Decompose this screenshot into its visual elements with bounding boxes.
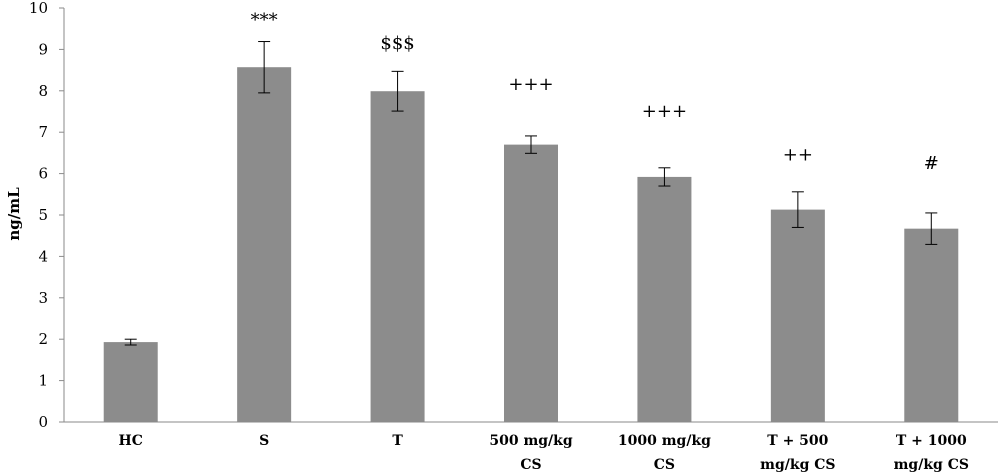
annotation-1: *** xyxy=(251,10,278,31)
error-bar-6 xyxy=(925,212,938,245)
y-tick-label-4: 4 xyxy=(38,247,48,265)
y-axis-label: ng/mL xyxy=(5,187,23,241)
y-tick-label-2: 2 xyxy=(38,330,48,348)
y-tick-label-10: 10 xyxy=(29,0,48,17)
category-label-4: 1000 mg/kg CS xyxy=(618,433,711,473)
annotation-3: +++ xyxy=(508,74,553,95)
y-tick-label-8: 8 xyxy=(38,82,48,100)
category-label-0: HC xyxy=(119,433,143,449)
bar-6 xyxy=(904,228,959,422)
bar-5 xyxy=(770,209,825,422)
y-axis-ticks: 0 1 2 3 4 5 6 7 8 9 10 xyxy=(29,0,64,431)
annotation-6: # xyxy=(924,153,939,174)
bars xyxy=(103,67,959,423)
category-label-3: 500 mg/kg CS xyxy=(489,433,573,473)
category-label-6: T + 1000 mg/kg CS xyxy=(894,433,969,473)
y-tick-label-0: 0 xyxy=(38,413,48,431)
bar-4 xyxy=(637,176,692,422)
error-bar-2 xyxy=(391,70,404,112)
y-tick-label-6: 6 xyxy=(38,165,48,183)
bar-3 xyxy=(504,144,558,422)
bar-0 xyxy=(103,342,158,422)
y-tick-label-3: 3 xyxy=(38,289,48,307)
error-bar-3 xyxy=(525,135,537,154)
error-bar-1 xyxy=(258,41,271,94)
error-bar-0 xyxy=(124,338,137,346)
bar-2 xyxy=(370,91,425,423)
y-tick-label-9: 9 xyxy=(38,40,48,58)
error-bar-5 xyxy=(791,191,804,228)
y-tick-label-1: 1 xyxy=(38,372,48,390)
category-labels: HC S T 500 mg/kg CS 1000 mg/kg CS T + 500 mg/kg … xyxy=(119,433,969,473)
category-label-5: T + 500 mg/kg CS xyxy=(760,433,835,473)
error-bars xyxy=(124,41,938,346)
error-bar-4 xyxy=(658,167,671,187)
annotation-4: +++ xyxy=(642,101,687,122)
significance-annotations: ***$$$++++++++ # xyxy=(251,10,939,174)
y-tick-label-7: 7 xyxy=(38,123,48,141)
category-label-2: T xyxy=(392,433,403,449)
bar-1 xyxy=(237,67,292,423)
annotation-2: $$$ xyxy=(380,33,414,54)
category-label-1: S xyxy=(259,433,269,449)
y-tick-label-5: 5 xyxy=(38,206,48,224)
annotation-5: ++ xyxy=(783,145,813,166)
